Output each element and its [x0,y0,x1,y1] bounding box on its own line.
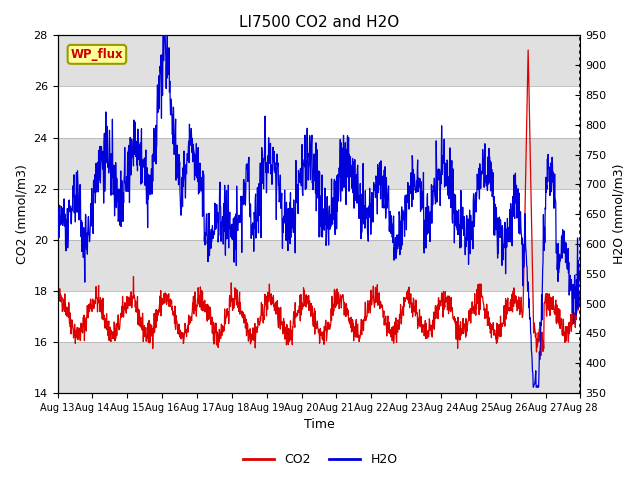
Text: WP_flux: WP_flux [70,48,124,61]
Legend: CO2, H2O: CO2, H2O [237,448,403,471]
Y-axis label: CO2 (mmol/m3): CO2 (mmol/m3) [15,164,28,264]
Bar [58,138,580,189]
Bar [58,342,580,393]
Title: LI7500 CO2 and H2O: LI7500 CO2 and H2O [239,15,399,30]
Y-axis label: H2O (mmol/m3): H2O (mmol/m3) [612,164,625,264]
Bar [58,240,580,291]
X-axis label: Time: Time [303,419,334,432]
Bar [58,36,580,86]
